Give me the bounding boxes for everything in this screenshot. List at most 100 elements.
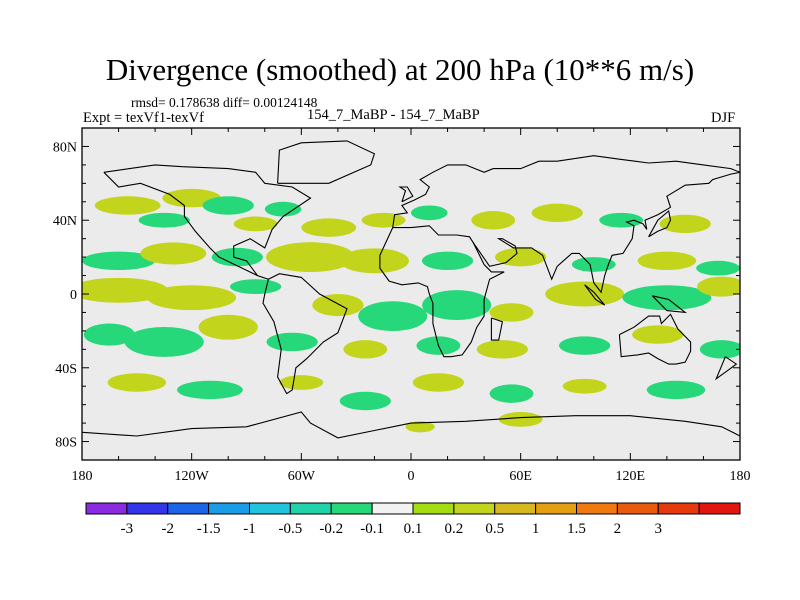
divergence-blob-33 xyxy=(83,323,136,346)
colorbar-swatch-11 xyxy=(535,502,577,515)
coastline-1 xyxy=(103,171,258,277)
colorbar-label: 0.1 xyxy=(404,521,423,537)
divergence-blob-25 xyxy=(230,279,282,294)
colorbar-label: 3 xyxy=(655,521,663,537)
divergence-blob-36 xyxy=(266,332,318,352)
divergence-blob-47 xyxy=(412,373,465,392)
divergence-blob-37 xyxy=(343,340,388,359)
run-comparison-label: 154_7_MaBP - 154_7_MaBP xyxy=(307,107,480,123)
colorbar-swatch-8 xyxy=(412,502,455,515)
coastline-11 xyxy=(584,284,606,306)
divergence-blob-45 xyxy=(279,375,324,390)
coastline-8 xyxy=(398,186,414,203)
colorbar-swatch-15 xyxy=(698,502,741,515)
colorbar-label: -0.2 xyxy=(319,521,343,537)
divergence-blob-18 xyxy=(421,251,474,271)
x-tick-label: 120W xyxy=(175,469,210,484)
divergence-blob-22 xyxy=(696,260,740,276)
colorbar-label: 0.2 xyxy=(445,521,464,537)
divergence-blob-11 xyxy=(599,212,644,228)
divergence-blob-26 xyxy=(312,294,364,317)
divergence-blob-9 xyxy=(471,211,516,230)
coastline-3 xyxy=(379,225,505,358)
coastline-6 xyxy=(82,411,740,439)
divergence-halo-30 xyxy=(545,281,625,307)
coastline-7 xyxy=(277,140,376,184)
colorbar-label: -0.5 xyxy=(279,521,303,537)
divergence-blob-21 xyxy=(637,251,697,271)
colorbar-label: -3 xyxy=(121,521,134,537)
colorbar-swatch-12 xyxy=(576,502,618,515)
divergence-halo-32 xyxy=(697,276,740,297)
divergence-blob-49 xyxy=(562,378,607,394)
coastline-2 xyxy=(392,155,740,228)
divergence-blob-40 xyxy=(559,336,611,355)
coastline-5 xyxy=(618,313,692,365)
colorbar-swatch-9 xyxy=(453,502,496,515)
divergence-blob-50 xyxy=(646,380,706,400)
divergence-blob-13 xyxy=(82,251,156,271)
divergence-blob-8 xyxy=(411,205,448,221)
divergence-blob-4 xyxy=(233,216,278,232)
divergence-blob-41 xyxy=(632,325,684,344)
colorbar-swatch-0 xyxy=(85,502,128,515)
colorbar-swatch-13 xyxy=(616,502,659,515)
divergence-halo-28 xyxy=(422,290,492,321)
divergence-blob-10 xyxy=(531,203,583,223)
y-tick-label: 40S xyxy=(55,362,77,377)
colorbar-swatch-5 xyxy=(289,502,332,515)
colorbar-label: -0.1 xyxy=(360,521,384,537)
season-label: DJF xyxy=(711,110,736,126)
colorbar-label: -1 xyxy=(243,521,256,537)
colorbar-swatch-2 xyxy=(167,502,210,515)
colorbar-swatch-1 xyxy=(126,502,169,515)
divergence-blob-52 xyxy=(405,421,435,433)
colorbar-swatch-10 xyxy=(494,502,537,515)
colorbar-label: 2 xyxy=(614,521,622,537)
divergence-blob-1 xyxy=(138,212,190,228)
coastline-13 xyxy=(714,356,738,381)
divergence-blob-39 xyxy=(476,340,528,359)
y-tick-label: 80S xyxy=(55,436,77,451)
x-tick-label: 60W xyxy=(288,469,316,484)
chart-title: Divergence (smoothed) at 200 hPa (10**6 … xyxy=(105,52,695,87)
divergence-blob-14 xyxy=(140,242,207,265)
divergence-halo-27 xyxy=(358,301,428,332)
divergence-blob-48 xyxy=(489,384,534,403)
divergence-field xyxy=(82,188,740,433)
colorbar-swatch-4 xyxy=(249,502,291,515)
x-tick-label: 0 xyxy=(408,469,415,484)
colorbar-label: 1.5 xyxy=(567,521,586,537)
x-tick-label: 180 xyxy=(730,469,751,484)
divergence-halo-31 xyxy=(622,285,712,311)
divergence-blob-15 xyxy=(211,247,263,267)
coastlines xyxy=(82,140,740,439)
rmsd-diff-stats: rmsd= 0.178638 diff= 0.00124148 xyxy=(131,95,318,110)
divergence-halo-35 xyxy=(198,314,258,340)
divergence-blob-43 xyxy=(107,373,167,392)
divergence-blob-51 xyxy=(498,412,543,427)
x-tick-label: 120E xyxy=(616,469,646,484)
colorbar-label: -2 xyxy=(162,521,175,537)
divergence-blob-7 xyxy=(361,212,406,228)
coastline-4 xyxy=(472,171,740,294)
divergence-blob-3 xyxy=(202,196,254,215)
divergence-halo-34 xyxy=(124,327,204,357)
colorbar-swatch-7 xyxy=(371,502,414,515)
coastline-10 xyxy=(648,209,672,238)
divergence-blob-42 xyxy=(699,340,740,359)
x-tick-label: 180 xyxy=(72,469,93,484)
divergence-halo-24 xyxy=(147,285,237,311)
divergence-blob-46 xyxy=(339,391,391,411)
coastline-12 xyxy=(651,295,688,314)
colorbar-label: 1 xyxy=(532,521,540,537)
experiment-label: Expt = texVf1-texVf xyxy=(83,110,204,126)
x-tick-label: 60E xyxy=(509,469,532,484)
divergence-blob-12 xyxy=(659,214,711,234)
y-tick-label: 0 xyxy=(70,288,77,303)
divergence-blob-44 xyxy=(177,380,243,400)
divergence-halo-23 xyxy=(82,277,168,303)
divergence-blob-0 xyxy=(94,196,161,215)
divergence-blob-20 xyxy=(571,257,616,272)
